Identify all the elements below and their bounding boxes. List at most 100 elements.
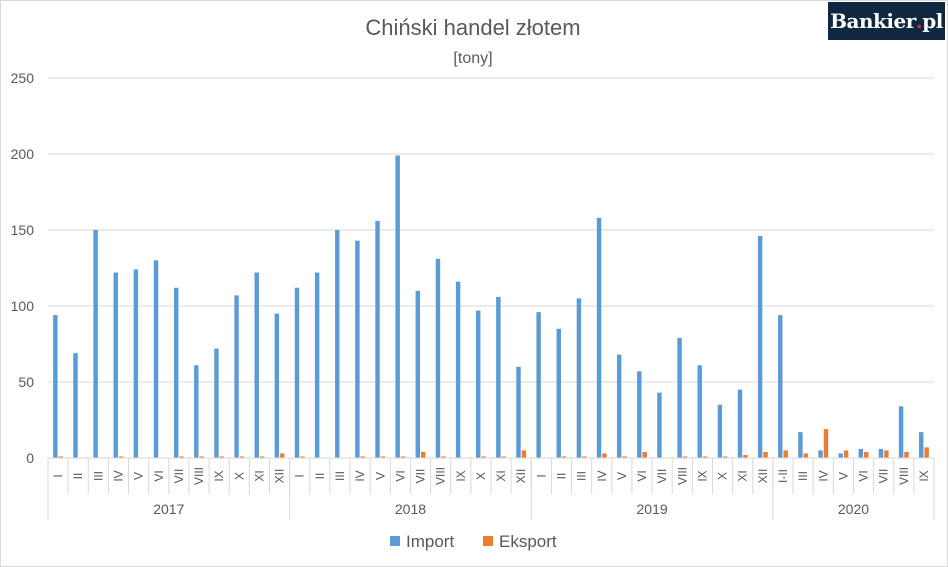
bar-eksport (421, 451, 426, 458)
bankier-logo: Bankier. pl (828, 2, 945, 40)
y-tick-label: 100 (11, 298, 35, 314)
bar-eksport (602, 453, 607, 458)
bar-import (757, 236, 763, 458)
bar-import (73, 353, 78, 458)
bar-import (294, 287, 300, 458)
x-tick-label: X (474, 472, 488, 480)
logo-dot: . (915, 9, 923, 33)
bar-import (596, 217, 602, 458)
bar-import (173, 287, 179, 458)
bar-import (516, 366, 521, 458)
y-tick-label: 200 (11, 146, 35, 162)
bar-eksport (360, 456, 366, 458)
bar-eksport (300, 456, 305, 458)
x-tick-label: III (333, 471, 347, 481)
x-tick-label: XII (756, 469, 770, 484)
x-tick-label: IV (111, 470, 125, 481)
bars (53, 155, 929, 458)
group-label: 2017 (153, 501, 184, 517)
x-tick-label: XII (514, 469, 528, 484)
bar-eksport (481, 456, 486, 458)
bar-import (93, 230, 98, 458)
bar-eksport (803, 453, 809, 458)
bar-eksport (783, 450, 788, 458)
gridlines (48, 77, 934, 459)
bar-eksport (58, 456, 63, 458)
bar-import (455, 281, 461, 458)
legend-import-swatch (390, 536, 400, 546)
bar-eksport (864, 451, 869, 458)
bar-import (717, 404, 723, 458)
bar-import (314, 272, 320, 458)
bar-eksport (501, 456, 506, 458)
bar-import (133, 269, 139, 458)
bar-eksport (682, 456, 688, 458)
x-axis: I II III IV V VI VII VIII IX X XI XII I II III IV V VI VII… (47, 457, 935, 520)
bar-import (737, 389, 743, 458)
x-tick-label: IX (695, 470, 709, 481)
bar-import (838, 453, 843, 458)
bar-eksport (199, 456, 204, 458)
bar-eksport (219, 456, 225, 458)
x-tick-label: IX (454, 470, 468, 481)
bar-import (435, 258, 441, 458)
bar-import (415, 290, 421, 458)
x-tick-label: VI (635, 470, 649, 481)
x-tick-label: VIII (192, 467, 206, 485)
bar-eksport (280, 453, 285, 458)
chart-subtitle: [tony] (453, 50, 492, 67)
bar-eksport (904, 451, 909, 458)
chart-title: Chiński handel złotem (365, 15, 580, 40)
group-label: 2018 (395, 501, 426, 517)
bar-eksport (118, 456, 124, 458)
bar-import (878, 448, 884, 458)
x-tick-label: I-II (776, 469, 790, 483)
x-tick-label: II (554, 473, 568, 480)
bar-import (919, 432, 924, 458)
bar-import (375, 220, 380, 458)
bar-import (536, 312, 541, 458)
bar-eksport (763, 451, 768, 458)
x-tick-label: I (293, 474, 307, 477)
bar-eksport (259, 456, 265, 458)
bar-eksport (702, 456, 708, 458)
bar-eksport (843, 450, 849, 458)
bar-import (556, 328, 561, 458)
logo-suffix: pl (922, 9, 943, 33)
bar-eksport (380, 456, 386, 458)
x-tick-label: X (716, 472, 730, 480)
bar-eksport (239, 456, 245, 458)
bar-import (616, 354, 622, 458)
bar-import (254, 272, 259, 458)
x-tick-label: I (534, 474, 548, 477)
bar-eksport (441, 456, 446, 458)
x-tick-label: XI (494, 470, 508, 481)
bar-import (335, 230, 340, 458)
y-axis: 0 50 100 150 200 250 (11, 70, 35, 466)
x-tick-label: V (373, 472, 387, 480)
x-tick-label: V (615, 472, 629, 480)
bar-import (234, 295, 239, 458)
group-label: 2020 (838, 501, 869, 517)
bar-eksport (521, 450, 527, 458)
x-tick-label: VI (857, 470, 871, 481)
bar-import (576, 298, 582, 458)
bar-import (778, 315, 783, 458)
x-tick-label: XI (736, 470, 750, 481)
x-tick-label: II (313, 473, 327, 480)
legend-eksport-label: Eksport (499, 532, 557, 551)
bar-import (355, 240, 360, 458)
bar-import (798, 432, 803, 458)
x-tick-label: VII (877, 469, 891, 484)
bar-eksport (743, 454, 748, 458)
x-tick-label: IV (595, 470, 609, 481)
bar-import (818, 450, 823, 458)
legend-eksport-swatch (483, 536, 493, 546)
x-tick-label: IV (816, 470, 830, 481)
x-tick-label: VII (172, 469, 186, 484)
bar-import (395, 155, 400, 458)
legend-import-label: Import (406, 532, 454, 551)
bar-import (153, 260, 159, 458)
x-tick-label: III (575, 471, 589, 481)
